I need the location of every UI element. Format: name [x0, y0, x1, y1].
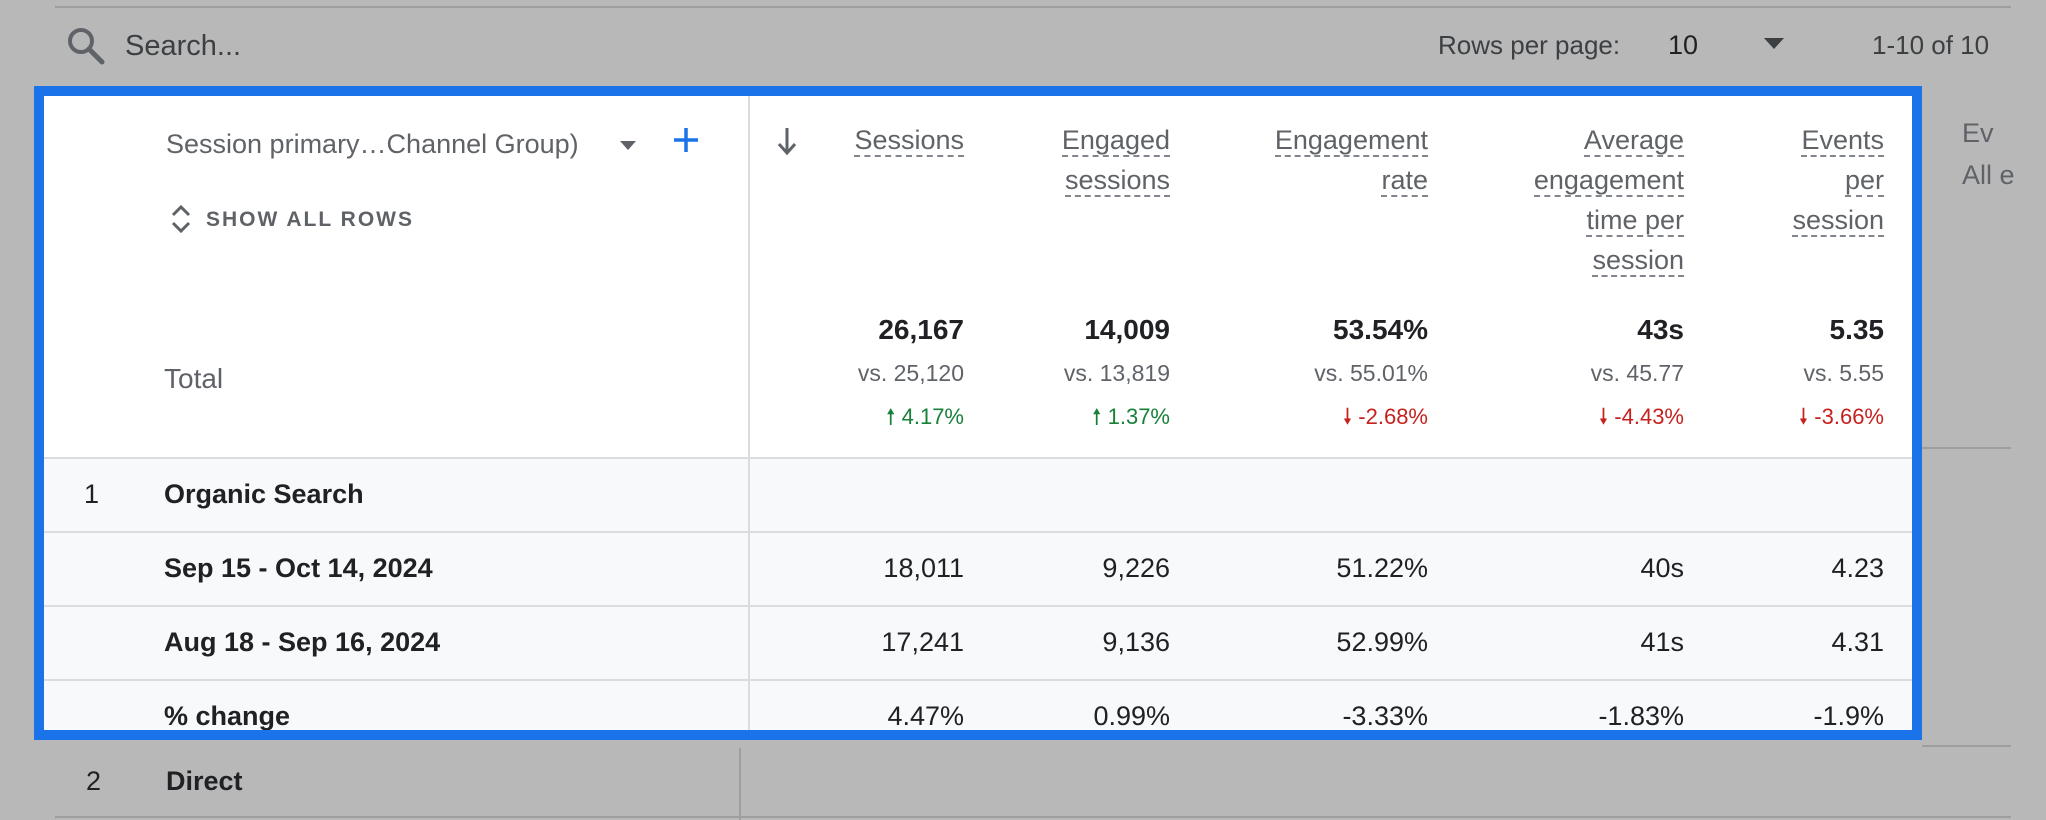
column-divider	[748, 533, 750, 606]
table-row: 1 Organic Search	[44, 457, 1912, 532]
column-header-events-per-session[interactable]: Events per session	[1704, 120, 1884, 240]
total-change-sessions: 🠕 4.17%	[784, 400, 964, 438]
row-index: 2	[86, 766, 102, 796]
total-compare-engagement-rate: vs. 55.01%	[1314, 360, 1428, 386]
cell-average-engagement-time: -1.83%	[1598, 701, 1684, 731]
column-header-average-engagement-time[interactable]: Average engagement time per session	[1444, 120, 1684, 280]
row-divider	[55, 816, 2011, 818]
column-divider	[748, 681, 750, 730]
total-compare-events-per-session: vs. 5.55	[1803, 360, 1884, 386]
column-divider	[748, 459, 750, 532]
background-column-header: Ev	[1962, 118, 1994, 148]
column-header-line: Average	[1583, 125, 1684, 157]
column-divider	[748, 96, 750, 730]
cell-sessions: 17,241	[881, 627, 964, 657]
cell-events-per-session: 4.23	[1831, 553, 1884, 583]
column-header-line: time per	[1586, 205, 1684, 237]
total-change-events-per-session: 🠗 -3.66%	[1704, 400, 1884, 438]
total-value-average-engagement-time: 43s	[1637, 314, 1684, 345]
change-value: -2.68%	[1358, 404, 1428, 429]
row-label-organic-search[interactable]: Organic Search	[164, 479, 364, 509]
change-value: -4.43%	[1614, 404, 1684, 429]
column-header-line: per	[1844, 165, 1884, 197]
cell-engagement-rate: 51.22%	[1336, 553, 1428, 583]
column-header-engaged-sessions[interactable]: Engaged sessions	[984, 120, 1170, 200]
highlighted-table-panel: Session primary…Channel Group) SHOW ALL …	[34, 86, 1922, 740]
cell-average-engagement-time: 40s	[1640, 553, 1684, 583]
column-divider	[748, 607, 750, 680]
dimension-selector[interactable]: Session primary…Channel Group)	[166, 129, 579, 159]
column-header-line: Engagement	[1274, 125, 1428, 157]
row-divider	[1922, 745, 2011, 747]
background-column-subheader: All e	[1962, 160, 2015, 190]
table-row: % change 4.47% 0.99% -3.33% -1.83% -1.9%	[44, 679, 1912, 731]
cell-engagement-rate: 52.99%	[1336, 627, 1428, 657]
cell-events-per-session: 4.31	[1831, 627, 1884, 657]
total-label: Total	[164, 363, 224, 394]
total-change-engagement-rate: 🠗 -2.68%	[1194, 400, 1428, 438]
total-value-events-per-session: 5.35	[1829, 314, 1885, 345]
column-header-sessions[interactable]: Sessions	[784, 120, 964, 160]
change-value: 4.17%	[901, 404, 964, 429]
column-header-engagement-rate[interactable]: Engagement rate	[1194, 120, 1428, 200]
column-header-line: Engaged	[1061, 125, 1170, 157]
cell-engaged-sessions: 9,226	[1102, 553, 1170, 583]
row-label-direct[interactable]: Direct	[166, 766, 243, 796]
column-divider	[739, 748, 741, 820]
total-compare-engaged-sessions: vs. 13,819	[1063, 360, 1170, 386]
row-divider	[1922, 447, 2011, 449]
pagination-range: 1-10 of 10	[1872, 30, 1990, 60]
table-row: Aug 18 - Sep 16, 2024 17,241 9,136 52.99…	[44, 605, 1912, 680]
arrow-up-icon: 🠕	[1092, 404, 1108, 429]
total-value-sessions: 26,167	[878, 314, 964, 345]
cell-engagement-rate: -3.33%	[1342, 701, 1428, 731]
column-header-line: Events	[1801, 125, 1884, 157]
column-header-line: session	[1792, 205, 1884, 237]
row-label-period: Sep 15 - Oct 14, 2024	[164, 553, 433, 583]
search-icon[interactable]	[64, 24, 108, 68]
cell-sessions: 4.47%	[887, 701, 964, 731]
column-header-line: sessions	[1064, 165, 1170, 197]
column-header-line: engagement	[1533, 165, 1684, 197]
rows-per-page-select[interactable]: 10	[1668, 30, 1699, 60]
expand-collapse-icon[interactable]	[169, 203, 193, 235]
top-divider	[55, 6, 2011, 8]
column-header-line: Sessions	[854, 125, 964, 157]
cell-events-per-session: -1.9%	[1813, 701, 1884, 731]
total-value-engagement-rate: 53.54%	[1333, 314, 1428, 345]
change-value: 1.37%	[1107, 404, 1170, 429]
search-input[interactable]: Search...	[125, 30, 242, 62]
total-compare-sessions: vs. 25,120	[857, 360, 964, 386]
cell-engaged-sessions: 9,136	[1102, 627, 1170, 657]
chevron-down-icon[interactable]	[1764, 38, 1784, 49]
total-compare-average-engagement-time: vs. 45.77	[1590, 360, 1684, 386]
total-value-engaged-sessions: 14,009	[1084, 314, 1170, 345]
column-header-line: rate	[1381, 165, 1428, 197]
column-header-line: session	[1592, 245, 1684, 277]
arrow-down-icon: 🠗	[1598, 404, 1615, 429]
row-label-period: Aug 18 - Sep 16, 2024	[164, 627, 441, 657]
total-change-engaged-sessions: 🠕 1.37%	[984, 400, 1170, 438]
row-label-percent-change: % change	[164, 701, 291, 731]
arrow-down-icon: 🠗	[1798, 404, 1815, 429]
change-value: -3.66%	[1814, 404, 1884, 429]
arrow-up-icon: 🠕	[886, 404, 902, 429]
rows-per-page-label: Rows per page:	[1438, 30, 1621, 60]
chevron-down-icon[interactable]	[620, 141, 636, 150]
total-change-average-engagement-time: 🠗 -4.43%	[1444, 400, 1684, 438]
add-dimension-icon[interactable]	[672, 126, 700, 154]
row-index: 1	[84, 479, 100, 509]
show-all-rows-button[interactable]: SHOW ALL ROWS	[206, 208, 414, 231]
arrow-down-icon[interactable]	[776, 126, 798, 156]
cell-sessions: 18,011	[883, 553, 964, 583]
table-row: Sep 15 - Oct 14, 2024 18,011 9,226 51.22…	[44, 531, 1912, 606]
cell-engaged-sessions: 0.99%	[1093, 701, 1170, 731]
cell-average-engagement-time: 41s	[1640, 627, 1684, 657]
arrow-down-icon: 🠗	[1342, 404, 1359, 429]
